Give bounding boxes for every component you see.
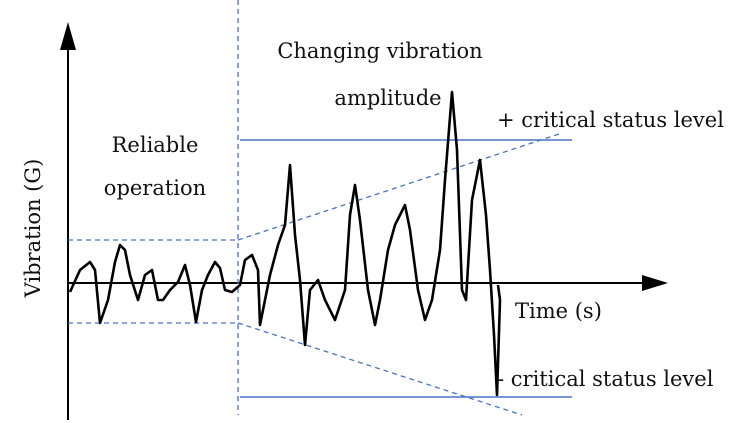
region-label: operation [104,176,206,200]
lower-level-label: - critical status level [497,367,714,391]
growth-lower-bound [237,322,523,416]
y-arrow [60,22,76,50]
region-label: amplitude [334,86,441,110]
x-arrow [642,275,668,291]
region-label: Changing vibration [277,39,482,63]
region-label: Reliable [112,133,199,157]
upper-level-label: + critical status level [497,108,724,132]
y-axis-label: Vibration (G) [21,159,45,299]
growth-upper-bound [237,132,563,241]
x-axis-label: Time (s) [515,299,602,323]
vibration-signal [68,90,502,397]
